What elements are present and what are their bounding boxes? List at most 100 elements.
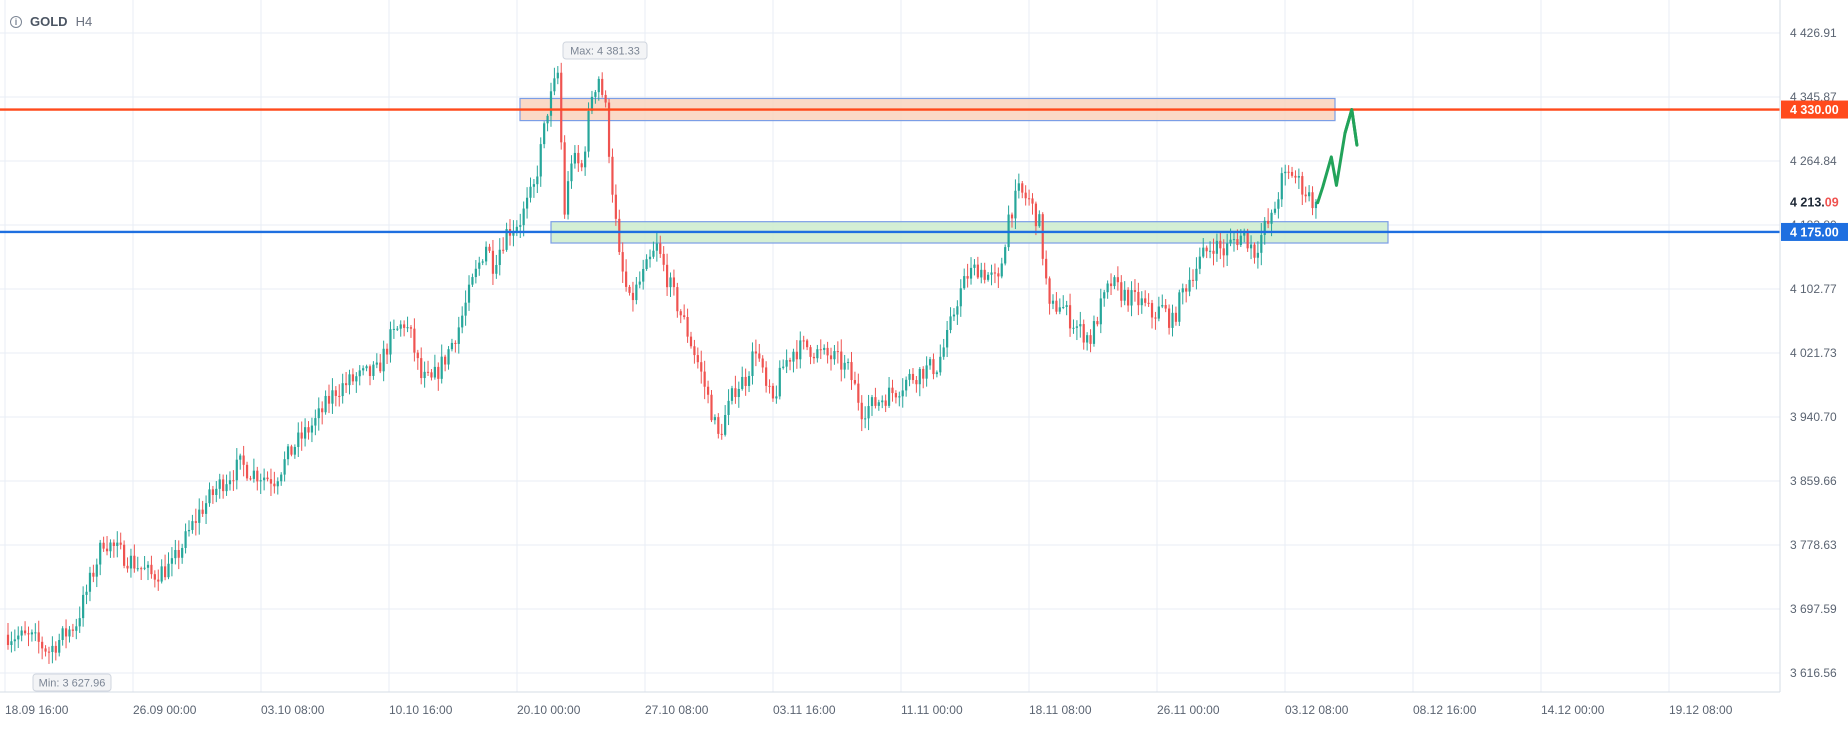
candle[interactable] <box>126 557 129 573</box>
candle[interactable] <box>92 564 95 583</box>
candle[interactable] <box>23 621 27 636</box>
candle[interactable] <box>68 626 71 643</box>
candle[interactable] <box>1314 199 1318 219</box>
candle[interactable] <box>840 339 843 382</box>
candle[interactable] <box>310 417 314 443</box>
candle[interactable] <box>987 272 990 282</box>
candle[interactable] <box>314 409 317 436</box>
candle[interactable] <box>157 569 160 591</box>
candle[interactable] <box>488 243 491 253</box>
candle[interactable] <box>184 523 187 554</box>
candle[interactable] <box>163 554 167 581</box>
candle[interactable] <box>543 121 546 149</box>
candle[interactable] <box>129 548 133 578</box>
candle[interactable] <box>276 477 279 495</box>
candle[interactable] <box>853 371 857 386</box>
candle[interactable] <box>1191 269 1195 288</box>
candle[interactable] <box>628 284 631 296</box>
candle[interactable] <box>826 341 829 364</box>
candle[interactable] <box>741 366 744 391</box>
candle[interactable] <box>720 423 723 440</box>
candle[interactable] <box>491 239 495 285</box>
candle[interactable] <box>140 566 143 581</box>
candle[interactable] <box>385 343 389 364</box>
candle[interactable] <box>235 448 238 490</box>
candle[interactable] <box>867 394 870 431</box>
candle[interactable] <box>372 361 375 380</box>
candle[interactable] <box>1133 279 1137 302</box>
candle[interactable] <box>344 371 348 393</box>
candle[interactable] <box>980 262 983 284</box>
candle[interactable] <box>505 222 508 252</box>
candle[interactable] <box>396 325 399 332</box>
candle[interactable] <box>601 72 604 98</box>
candle[interactable] <box>983 262 986 284</box>
candle[interactable] <box>123 540 126 569</box>
candle[interactable] <box>146 561 150 581</box>
candle[interactable] <box>710 390 713 423</box>
candle[interactable] <box>1215 233 1219 262</box>
candle[interactable] <box>495 254 498 279</box>
candle[interactable] <box>918 367 921 397</box>
candle[interactable] <box>734 375 737 404</box>
candle[interactable] <box>724 405 727 437</box>
candle[interactable] <box>648 249 652 268</box>
candle[interactable] <box>1202 237 1205 259</box>
candle[interactable] <box>112 539 115 558</box>
candle[interactable] <box>604 90 607 108</box>
candle[interactable] <box>1253 242 1256 264</box>
candle[interactable] <box>71 623 74 638</box>
candle[interactable] <box>1014 179 1017 230</box>
candle[interactable] <box>864 406 867 429</box>
candle[interactable] <box>956 300 959 325</box>
candle[interactable] <box>997 267 1000 289</box>
candle[interactable] <box>27 626 30 647</box>
candle[interactable] <box>915 376 918 393</box>
candle[interactable] <box>99 539 102 576</box>
candle[interactable] <box>105 536 109 556</box>
candle[interactable] <box>1205 245 1208 259</box>
candle[interactable] <box>1297 168 1300 189</box>
candle[interactable] <box>1068 293 1072 337</box>
candle[interactable] <box>420 347 423 385</box>
candle[interactable] <box>34 623 37 642</box>
candle[interactable] <box>6 622 10 650</box>
candle[interactable] <box>1174 306 1178 326</box>
symbol-label[interactable]: GOLD <box>30 14 68 29</box>
candle[interactable] <box>30 629 34 642</box>
candle[interactable] <box>1099 288 1102 334</box>
candle[interactable] <box>556 66 559 85</box>
candle[interactable] <box>1024 185 1027 206</box>
candle[interactable] <box>290 444 293 457</box>
candle[interactable] <box>802 335 805 350</box>
candle[interactable] <box>771 383 775 402</box>
candle[interactable] <box>1147 293 1150 307</box>
candle[interactable] <box>406 316 409 333</box>
candle[interactable] <box>730 385 734 405</box>
candle[interactable] <box>204 495 208 524</box>
candle[interactable] <box>1164 299 1167 313</box>
candle[interactable] <box>37 620 40 654</box>
candle[interactable] <box>409 325 413 338</box>
candle[interactable] <box>1048 276 1051 315</box>
candle[interactable] <box>836 341 839 364</box>
candle[interactable] <box>143 555 146 571</box>
candle[interactable] <box>665 253 669 296</box>
candle[interactable] <box>778 360 781 400</box>
candle[interactable] <box>1308 185 1311 202</box>
support-price-tag[interactable]: 4 175.00 <box>1781 222 1848 241</box>
candle[interactable] <box>1092 315 1096 347</box>
candle[interactable] <box>338 384 341 407</box>
candle[interactable] <box>263 468 266 491</box>
candle[interactable] <box>573 145 576 169</box>
candle[interactable] <box>1065 300 1068 316</box>
candle[interactable] <box>20 626 23 642</box>
candle[interactable] <box>1079 311 1082 338</box>
candle[interactable] <box>1212 238 1215 266</box>
candle[interactable] <box>355 372 358 393</box>
candle[interactable] <box>389 321 392 363</box>
candle[interactable] <box>474 260 477 284</box>
candle[interactable] <box>1232 233 1236 252</box>
candle[interactable] <box>1130 281 1133 317</box>
